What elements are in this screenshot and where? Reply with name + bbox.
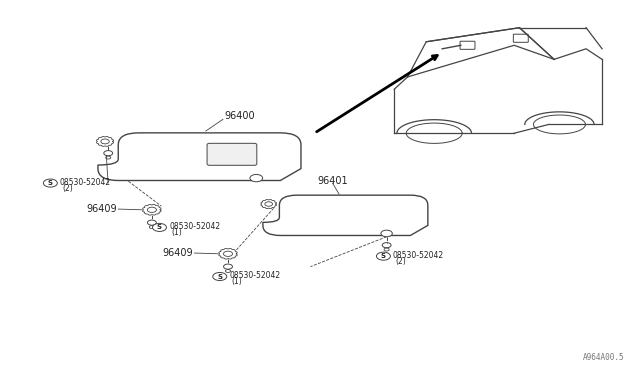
- Text: S: S: [157, 224, 162, 230]
- Circle shape: [104, 151, 113, 156]
- Circle shape: [147, 207, 156, 212]
- Circle shape: [149, 225, 154, 228]
- Polygon shape: [261, 199, 276, 209]
- Text: 08530-52042: 08530-52042: [169, 222, 220, 231]
- Circle shape: [223, 251, 232, 256]
- Text: (2): (2): [63, 184, 73, 193]
- Circle shape: [225, 270, 230, 272]
- Text: (1): (1): [172, 228, 182, 237]
- Text: S: S: [381, 253, 386, 259]
- Circle shape: [44, 179, 58, 187]
- Text: 96409: 96409: [86, 204, 117, 214]
- PathPatch shape: [263, 195, 428, 235]
- Text: S: S: [48, 180, 53, 186]
- Circle shape: [382, 243, 391, 248]
- Text: (2): (2): [396, 257, 406, 266]
- Text: 96401: 96401: [317, 176, 348, 186]
- Circle shape: [223, 264, 232, 269]
- PathPatch shape: [98, 133, 301, 180]
- Text: 08530-52042: 08530-52042: [229, 271, 280, 280]
- Circle shape: [250, 174, 262, 182]
- Text: A964A00.5: A964A00.5: [583, 353, 625, 362]
- Circle shape: [381, 230, 392, 237]
- Circle shape: [147, 220, 156, 225]
- Circle shape: [212, 272, 227, 280]
- Polygon shape: [143, 205, 161, 215]
- Text: (1): (1): [232, 277, 243, 286]
- Circle shape: [152, 223, 166, 231]
- Text: 08530-52042: 08530-52042: [60, 178, 111, 187]
- FancyBboxPatch shape: [207, 143, 257, 165]
- Circle shape: [106, 156, 111, 159]
- Circle shape: [265, 202, 273, 206]
- Circle shape: [384, 248, 389, 251]
- Text: 96400: 96400: [225, 111, 255, 121]
- Polygon shape: [219, 248, 237, 259]
- Text: 08530-52042: 08530-52042: [393, 251, 444, 260]
- Text: S: S: [217, 273, 222, 279]
- Polygon shape: [97, 137, 113, 146]
- Circle shape: [376, 252, 390, 260]
- Text: 96409: 96409: [163, 248, 193, 258]
- Circle shape: [101, 139, 109, 144]
